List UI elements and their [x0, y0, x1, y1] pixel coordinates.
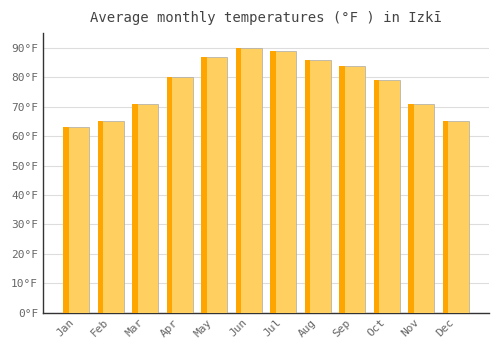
Title: Average monthly temperatures (°F ) in Izkī: Average monthly temperatures (°F ) in Iz… [90, 11, 442, 25]
Bar [132, 104, 158, 313]
Bar [166, 77, 192, 313]
Bar [270, 51, 276, 313]
Bar [166, 77, 172, 313]
Bar [236, 48, 262, 313]
Bar [201, 57, 207, 313]
Bar [63, 127, 69, 313]
Bar [374, 80, 400, 313]
Bar [201, 57, 227, 313]
Bar [270, 51, 296, 313]
Bar [408, 104, 414, 313]
Bar [236, 48, 242, 313]
Bar [442, 121, 468, 313]
Bar [304, 60, 310, 313]
Bar [374, 80, 380, 313]
Bar [98, 121, 124, 313]
Bar [63, 127, 89, 313]
Bar [442, 121, 448, 313]
Bar [339, 65, 365, 313]
Bar [339, 65, 345, 313]
Bar [132, 104, 138, 313]
Bar [304, 60, 330, 313]
Bar [98, 121, 103, 313]
Bar [408, 104, 434, 313]
